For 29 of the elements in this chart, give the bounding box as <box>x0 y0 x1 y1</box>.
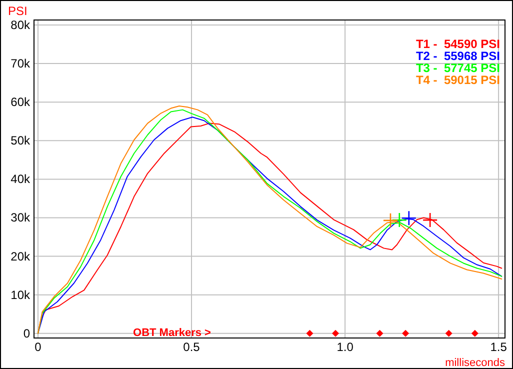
point <box>376 330 384 337</box>
text: T1 - 54590 PSI <box>416 37 500 51</box>
x-tick-label: 0 <box>34 340 42 354</box>
y-axis-title: PSI <box>8 4 28 18</box>
point <box>306 330 314 337</box>
y-tick-label: 50k <box>10 134 31 148</box>
point <box>445 330 452 337</box>
annotation: OBT Markers > <box>133 327 211 339</box>
y-tick-label: 10k <box>10 288 31 302</box>
point <box>402 330 410 337</box>
y-tick-label: 30k <box>10 210 31 225</box>
x-tick-label: 0.5 <box>183 340 200 354</box>
y-tick-label: 70k <box>10 56 31 71</box>
text: T2 - 55968 PSI <box>416 49 500 63</box>
x-axis-title: milliseconds <box>445 357 506 369</box>
y-tick-label: 80k <box>10 18 31 32</box>
y-tick-label: 60k <box>10 95 31 110</box>
x-tick-label: 1.5 <box>490 340 508 354</box>
y-tick-label: 20k <box>10 249 31 264</box>
point <box>401 210 417 226</box>
point <box>332 330 340 337</box>
text: T4 - 59015 PSI <box>416 73 500 87</box>
text: T3 - 57745 PSI <box>416 61 500 75</box>
y-tick-label: 0 <box>23 326 30 340</box>
x-tick-label: 1.0 <box>336 340 354 354</box>
point <box>471 330 478 337</box>
point <box>392 212 408 228</box>
y-tick-label: 40k <box>10 172 31 186</box>
point <box>382 212 398 228</box>
